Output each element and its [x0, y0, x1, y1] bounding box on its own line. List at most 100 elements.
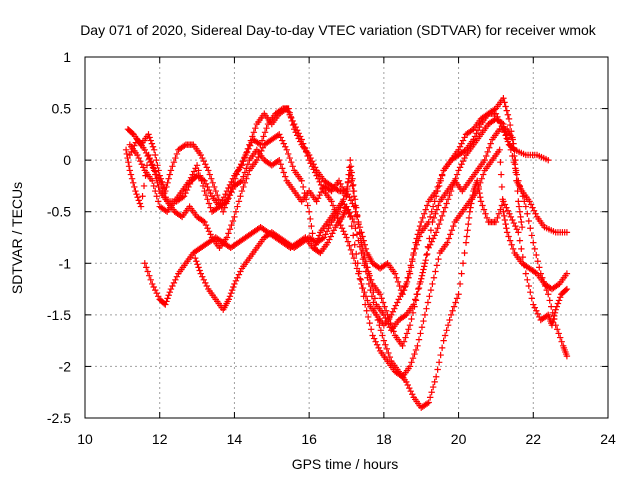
data-point — [346, 209, 353, 216]
data-point — [386, 324, 394, 331]
data-point — [163, 298, 170, 305]
data-point — [496, 146, 503, 154]
data-point — [546, 297, 553, 304]
data-point — [214, 192, 221, 199]
data-point — [225, 195, 232, 202]
data-point — [329, 202, 337, 209]
data-point — [363, 307, 370, 314]
data-point — [126, 151, 134, 159]
data-point — [207, 204, 214, 211]
data-point — [240, 183, 247, 191]
data-point — [212, 187, 219, 195]
data-point — [211, 183, 218, 191]
data-point — [540, 278, 547, 286]
data-point — [295, 130, 302, 137]
data-point — [532, 269, 539, 276]
data-point — [465, 214, 473, 222]
data-point — [202, 221, 210, 229]
data-point — [193, 162, 201, 169]
data-point — [241, 153, 249, 161]
data-point — [508, 241, 515, 248]
data-point — [382, 261, 390, 268]
data-point — [379, 299, 387, 306]
data-point — [353, 265, 361, 272]
data-point — [512, 156, 519, 164]
data-point — [298, 177, 305, 184]
data-point — [299, 140, 307, 147]
data-point — [349, 250, 356, 258]
data-point — [364, 313, 372, 321]
data-point — [447, 231, 454, 238]
data-point — [226, 192, 234, 199]
data-point — [283, 105, 290, 112]
data-point — [241, 179, 249, 187]
data-point — [150, 283, 157, 291]
data-point — [474, 177, 481, 184]
data-point — [505, 115, 513, 123]
data-point — [341, 231, 349, 238]
data-point — [347, 163, 355, 170]
data-point — [545, 291, 552, 298]
data-point — [235, 271, 243, 278]
data-point — [551, 315, 558, 323]
data-point — [483, 152, 490, 160]
data-point — [434, 187, 441, 195]
data-point — [446, 192, 453, 199]
data-point — [458, 140, 465, 147]
data-point — [356, 230, 364, 237]
data-point — [223, 187, 231, 195]
data-point — [435, 220, 443, 228]
data-point — [346, 171, 353, 178]
data-point — [495, 210, 503, 217]
data-point — [164, 179, 171, 187]
data-point — [478, 175, 485, 182]
data-point — [463, 233, 470, 240]
data-point — [400, 338, 408, 345]
data-point — [358, 280, 365, 288]
data-point — [509, 134, 516, 141]
data-point — [307, 215, 314, 223]
data-point — [527, 225, 534, 232]
data-point — [438, 344, 446, 352]
data-point — [524, 276, 531, 283]
data-point — [255, 153, 262, 161]
data-point — [192, 254, 199, 262]
data-point — [480, 206, 488, 213]
data-point — [509, 216, 516, 224]
data-point — [480, 171, 487, 178]
data-point — [332, 210, 340, 217]
data-point — [162, 194, 169, 201]
data-point — [139, 193, 146, 200]
data-point — [500, 212, 508, 220]
data-point — [285, 108, 292, 115]
data-point — [232, 277, 240, 285]
data-point — [237, 193, 244, 200]
data-point — [137, 203, 145, 210]
data-point — [461, 147, 468, 155]
data-point — [430, 214, 438, 222]
data-point — [456, 143, 464, 150]
data-point — [204, 183, 211, 191]
data-point — [274, 157, 281, 165]
x-tick-label: 14 — [227, 431, 243, 447]
data-point — [292, 123, 299, 131]
data-point — [415, 284, 423, 292]
data-point — [386, 353, 394, 361]
y-tick-label: -2.5 — [47, 410, 71, 426]
data-point — [165, 292, 172, 299]
data-point — [169, 282, 176, 290]
data-point — [364, 297, 371, 304]
data-point — [372, 338, 379, 345]
data-point — [415, 237, 422, 244]
data-point — [377, 327, 385, 334]
data-point — [259, 144, 267, 151]
y-tick-label: -1 — [59, 255, 72, 271]
data-point — [434, 366, 441, 373]
data-point — [444, 196, 452, 203]
data-point — [276, 131, 283, 138]
data-point — [477, 198, 485, 205]
data-point — [421, 260, 429, 267]
data-point — [347, 212, 355, 220]
data-point — [146, 134, 153, 141]
data-point — [429, 383, 437, 391]
